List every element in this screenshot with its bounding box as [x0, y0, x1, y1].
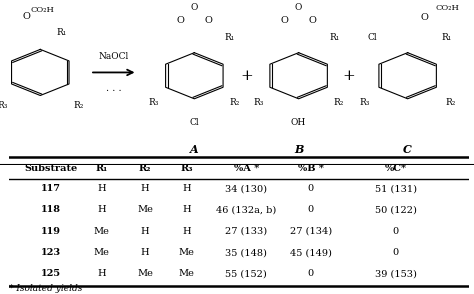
Text: 0: 0	[392, 227, 399, 235]
Text: R₂: R₂	[334, 98, 344, 107]
Text: H: H	[97, 270, 106, 278]
Text: O: O	[281, 16, 288, 25]
Text: Me: Me	[137, 270, 153, 278]
Text: . . .: . . .	[106, 84, 121, 93]
Text: 119: 119	[41, 227, 61, 235]
Text: O: O	[191, 3, 198, 12]
Text: 0: 0	[392, 248, 399, 257]
Text: H: H	[182, 227, 191, 235]
Text: %B *: %B *	[298, 164, 324, 173]
Text: R₂: R₂	[139, 164, 151, 173]
Text: CO₂H: CO₂H	[436, 4, 460, 12]
Text: Substrate: Substrate	[24, 164, 77, 173]
Text: B: B	[294, 144, 303, 155]
Text: O: O	[22, 12, 30, 21]
Text: H: H	[141, 248, 149, 257]
Text: O: O	[205, 16, 212, 25]
Text: CO₂H: CO₂H	[31, 6, 55, 14]
Text: R₃: R₃	[360, 98, 370, 107]
Text: A: A	[190, 144, 199, 155]
Text: Me: Me	[179, 270, 194, 278]
Text: %C*: %C*	[385, 164, 407, 173]
Text: R₁: R₁	[441, 33, 452, 41]
Text: 0: 0	[308, 184, 314, 193]
Text: 0: 0	[308, 205, 314, 214]
Text: %A *: %A *	[234, 164, 259, 173]
Text: R₂: R₂	[445, 98, 456, 107]
Text: Me: Me	[93, 227, 109, 235]
Text: 35 (148): 35 (148)	[225, 248, 267, 257]
Text: 117: 117	[41, 184, 61, 193]
Text: 46 (132a, b): 46 (132a, b)	[216, 205, 276, 214]
Text: 55 (152): 55 (152)	[226, 270, 267, 278]
Text: Me: Me	[137, 205, 153, 214]
Text: 0: 0	[308, 270, 314, 278]
Text: 45 (149): 45 (149)	[290, 248, 332, 257]
Text: H: H	[182, 205, 191, 214]
Text: C: C	[403, 144, 412, 155]
Text: 27 (133): 27 (133)	[225, 227, 267, 235]
Text: Cl: Cl	[190, 118, 199, 127]
Text: R₁: R₁	[95, 164, 108, 173]
Text: O: O	[420, 13, 428, 22]
Text: R₃: R₃	[253, 98, 264, 107]
Text: O: O	[295, 3, 302, 12]
Text: Me: Me	[179, 248, 194, 257]
Text: H: H	[97, 205, 106, 214]
Text: H: H	[182, 184, 191, 193]
Text: R₁: R₁	[56, 29, 67, 37]
Text: H: H	[97, 184, 106, 193]
Text: 118: 118	[41, 205, 61, 214]
Text: Me: Me	[93, 248, 109, 257]
Text: 125: 125	[41, 270, 61, 278]
Text: +: +	[240, 69, 253, 83]
Text: 39 (153): 39 (153)	[375, 270, 417, 278]
Text: R₂: R₂	[73, 101, 83, 110]
Text: * Isolated yields: * Isolated yields	[9, 284, 83, 293]
Text: R₃: R₃	[0, 101, 8, 110]
Text: R₁: R₁	[329, 33, 339, 41]
Text: R₂: R₂	[229, 98, 240, 107]
Text: 34 (130): 34 (130)	[225, 184, 267, 193]
Text: +: +	[342, 69, 355, 83]
Text: R₃: R₃	[180, 164, 193, 173]
Text: 50 (122): 50 (122)	[375, 205, 417, 214]
Text: O: O	[176, 16, 184, 25]
Text: R₁: R₁	[225, 33, 235, 41]
Text: Cl: Cl	[367, 33, 377, 41]
Text: H: H	[141, 227, 149, 235]
Text: H: H	[141, 184, 149, 193]
Text: OH: OH	[291, 118, 306, 127]
Text: 51 (131): 51 (131)	[374, 184, 417, 193]
Text: R₃: R₃	[149, 98, 159, 107]
Text: 27 (134): 27 (134)	[290, 227, 332, 235]
Text: 123: 123	[41, 248, 61, 257]
Text: NaOCl: NaOCl	[99, 52, 129, 61]
Text: O: O	[309, 16, 317, 25]
